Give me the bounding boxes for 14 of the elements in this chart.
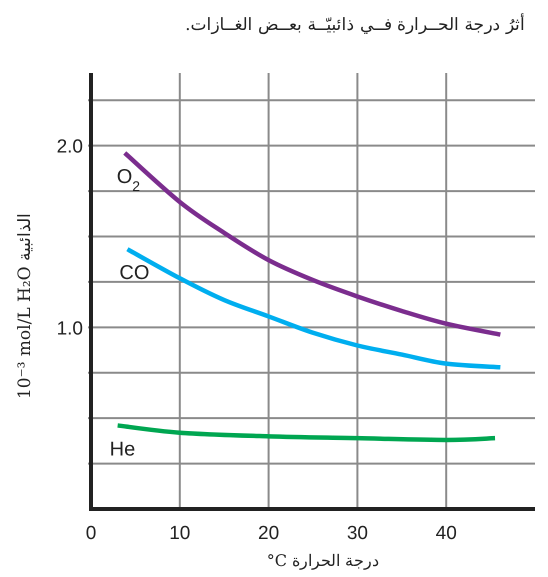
y-tick-label: 1.0	[56, 318, 83, 340]
x-axis-title: °C درجة الحرارة	[266, 551, 380, 570]
series-label: CO	[119, 262, 150, 284]
series-label: He	[110, 438, 136, 460]
x-tick-label: 10	[169, 523, 190, 544]
x-tick-label: 0	[86, 523, 96, 544]
line-series	[115, 423, 498, 442]
x-tick-label: 30	[346, 523, 368, 544]
chart-title: أثرُ درجة الحــرارة فــي ذائبيّــة بعــض الغــازات.	[185, 13, 525, 35]
y-axis-title: 10⁻³ mol/L H₂O الذائبية	[15, 212, 35, 400]
series-label: O$_{2}$	[116, 166, 140, 194]
x-tick-label: 20	[258, 523, 280, 544]
y-tick-label: 2.0	[56, 136, 83, 158]
x-tick-label: 40	[436, 523, 457, 544]
